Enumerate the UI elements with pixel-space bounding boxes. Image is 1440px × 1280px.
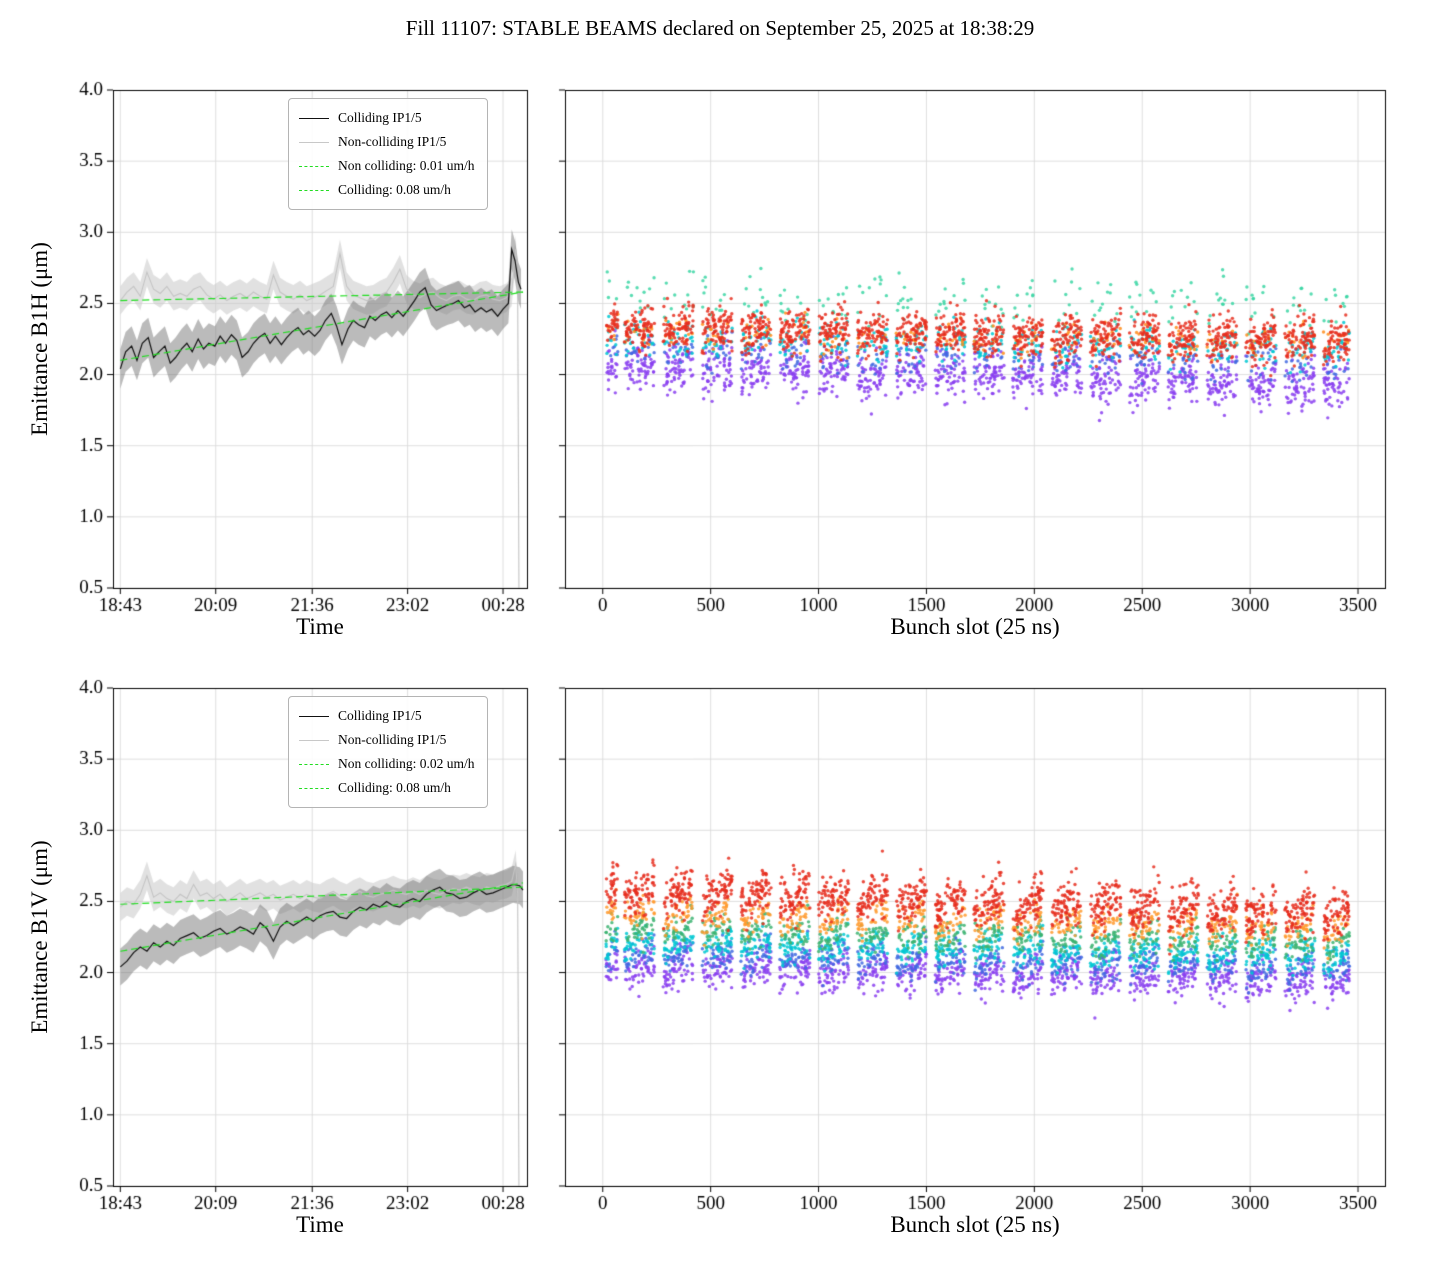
legend-item-colliding-trend: Colliding: 0.08 um/h: [299, 178, 475, 202]
noncolliding-line-sample-icon: [299, 141, 329, 143]
legend-item-noncolliding: Non-colliding IP1/5: [299, 728, 475, 752]
legend-item-noncolliding-trend: Non colliding: 0.01 um/h: [299, 154, 475, 178]
legend-label: Non-colliding IP1/5: [338, 134, 447, 149]
trend-line-sample-icon: [299, 763, 329, 765]
colliding-line-sample-icon: [299, 715, 329, 717]
trend-line-sample-icon: [299, 189, 329, 191]
legend-item-colliding-trend: Colliding: 0.08 um/h: [299, 776, 475, 800]
legend-item-noncolliding: Non-colliding IP1/5: [299, 130, 475, 154]
legend-item-colliding: Colliding IP1/5: [299, 106, 475, 130]
legend-label: Colliding: 0.08 um/h: [338, 182, 451, 197]
ylabel-b1v: Emittance B1V (μm): [27, 840, 52, 1034]
legend-label: Colliding IP1/5: [338, 708, 422, 723]
legend-label: Colliding: 0.08 um/h: [338, 780, 451, 795]
xlabel-bunch-top: Bunch slot (25 ns): [890, 614, 1060, 639]
legend-item-colliding: Colliding IP1/5: [299, 704, 475, 728]
legend-label: Non-colliding IP1/5: [338, 732, 447, 747]
legend-item-noncolliding-trend: Non colliding: 0.02 um/h: [299, 752, 475, 776]
legend-b1v: Colliding IP1/5 Non-colliding IP1/5 Non …: [288, 696, 488, 808]
ylabel-b1h: Emittance B1H (μm): [27, 242, 52, 436]
trend-line-sample-icon: [299, 787, 329, 789]
xlabel-bunch-bottom: Bunch slot (25 ns): [890, 1212, 1060, 1237]
trend-line-sample-icon: [299, 165, 329, 167]
xlabel-time-bottom: Time: [296, 1212, 344, 1237]
xlabel-time-top: Time: [296, 614, 344, 639]
legend-b1h: Colliding IP1/5 Non-colliding IP1/5 Non …: [288, 98, 488, 210]
colliding-line-sample-icon: [299, 117, 329, 119]
noncolliding-line-sample-icon: [299, 739, 329, 741]
legend-label: Non colliding: 0.01 um/h: [338, 158, 475, 173]
legend-label: Non colliding: 0.02 um/h: [338, 756, 475, 771]
legend-label: Colliding IP1/5: [338, 110, 422, 125]
figure-title: Fill 11107: STABLE BEAMS declared on Sep…: [405, 16, 1035, 40]
